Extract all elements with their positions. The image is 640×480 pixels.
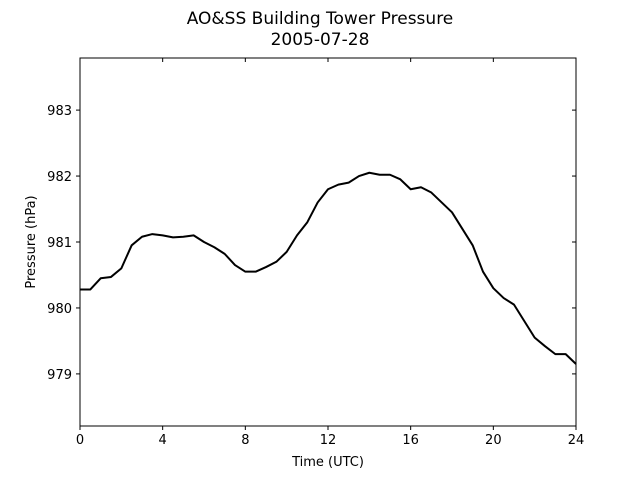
chart-title: AO&SS Building Tower Pressure <box>187 9 454 29</box>
y-tick-label: 982 <box>47 170 72 185</box>
plot-frame <box>79 57 577 427</box>
x-tick-label: 20 <box>485 433 502 448</box>
x-tick-label: 24 <box>568 433 585 448</box>
y-tick-label: 979 <box>47 368 72 383</box>
x-tick-label: 12 <box>320 433 337 448</box>
x-tick-label: 4 <box>159 433 167 448</box>
x-axis-label: Time (UTC) <box>291 455 364 470</box>
x-tick-label: 8 <box>241 433 249 448</box>
x-tick-label: 16 <box>402 433 419 448</box>
y-tick-label: 981 <box>47 236 72 251</box>
y-tick-label: 980 <box>47 302 72 317</box>
x-tick-label: 0 <box>76 433 84 448</box>
y-tick-label: 983 <box>47 104 72 119</box>
line-series <box>80 171 577 365</box>
chart-subtitle: 2005-07-28 <box>271 30 370 50</box>
y-axis-label: Pressure (hPa) <box>24 195 39 288</box>
